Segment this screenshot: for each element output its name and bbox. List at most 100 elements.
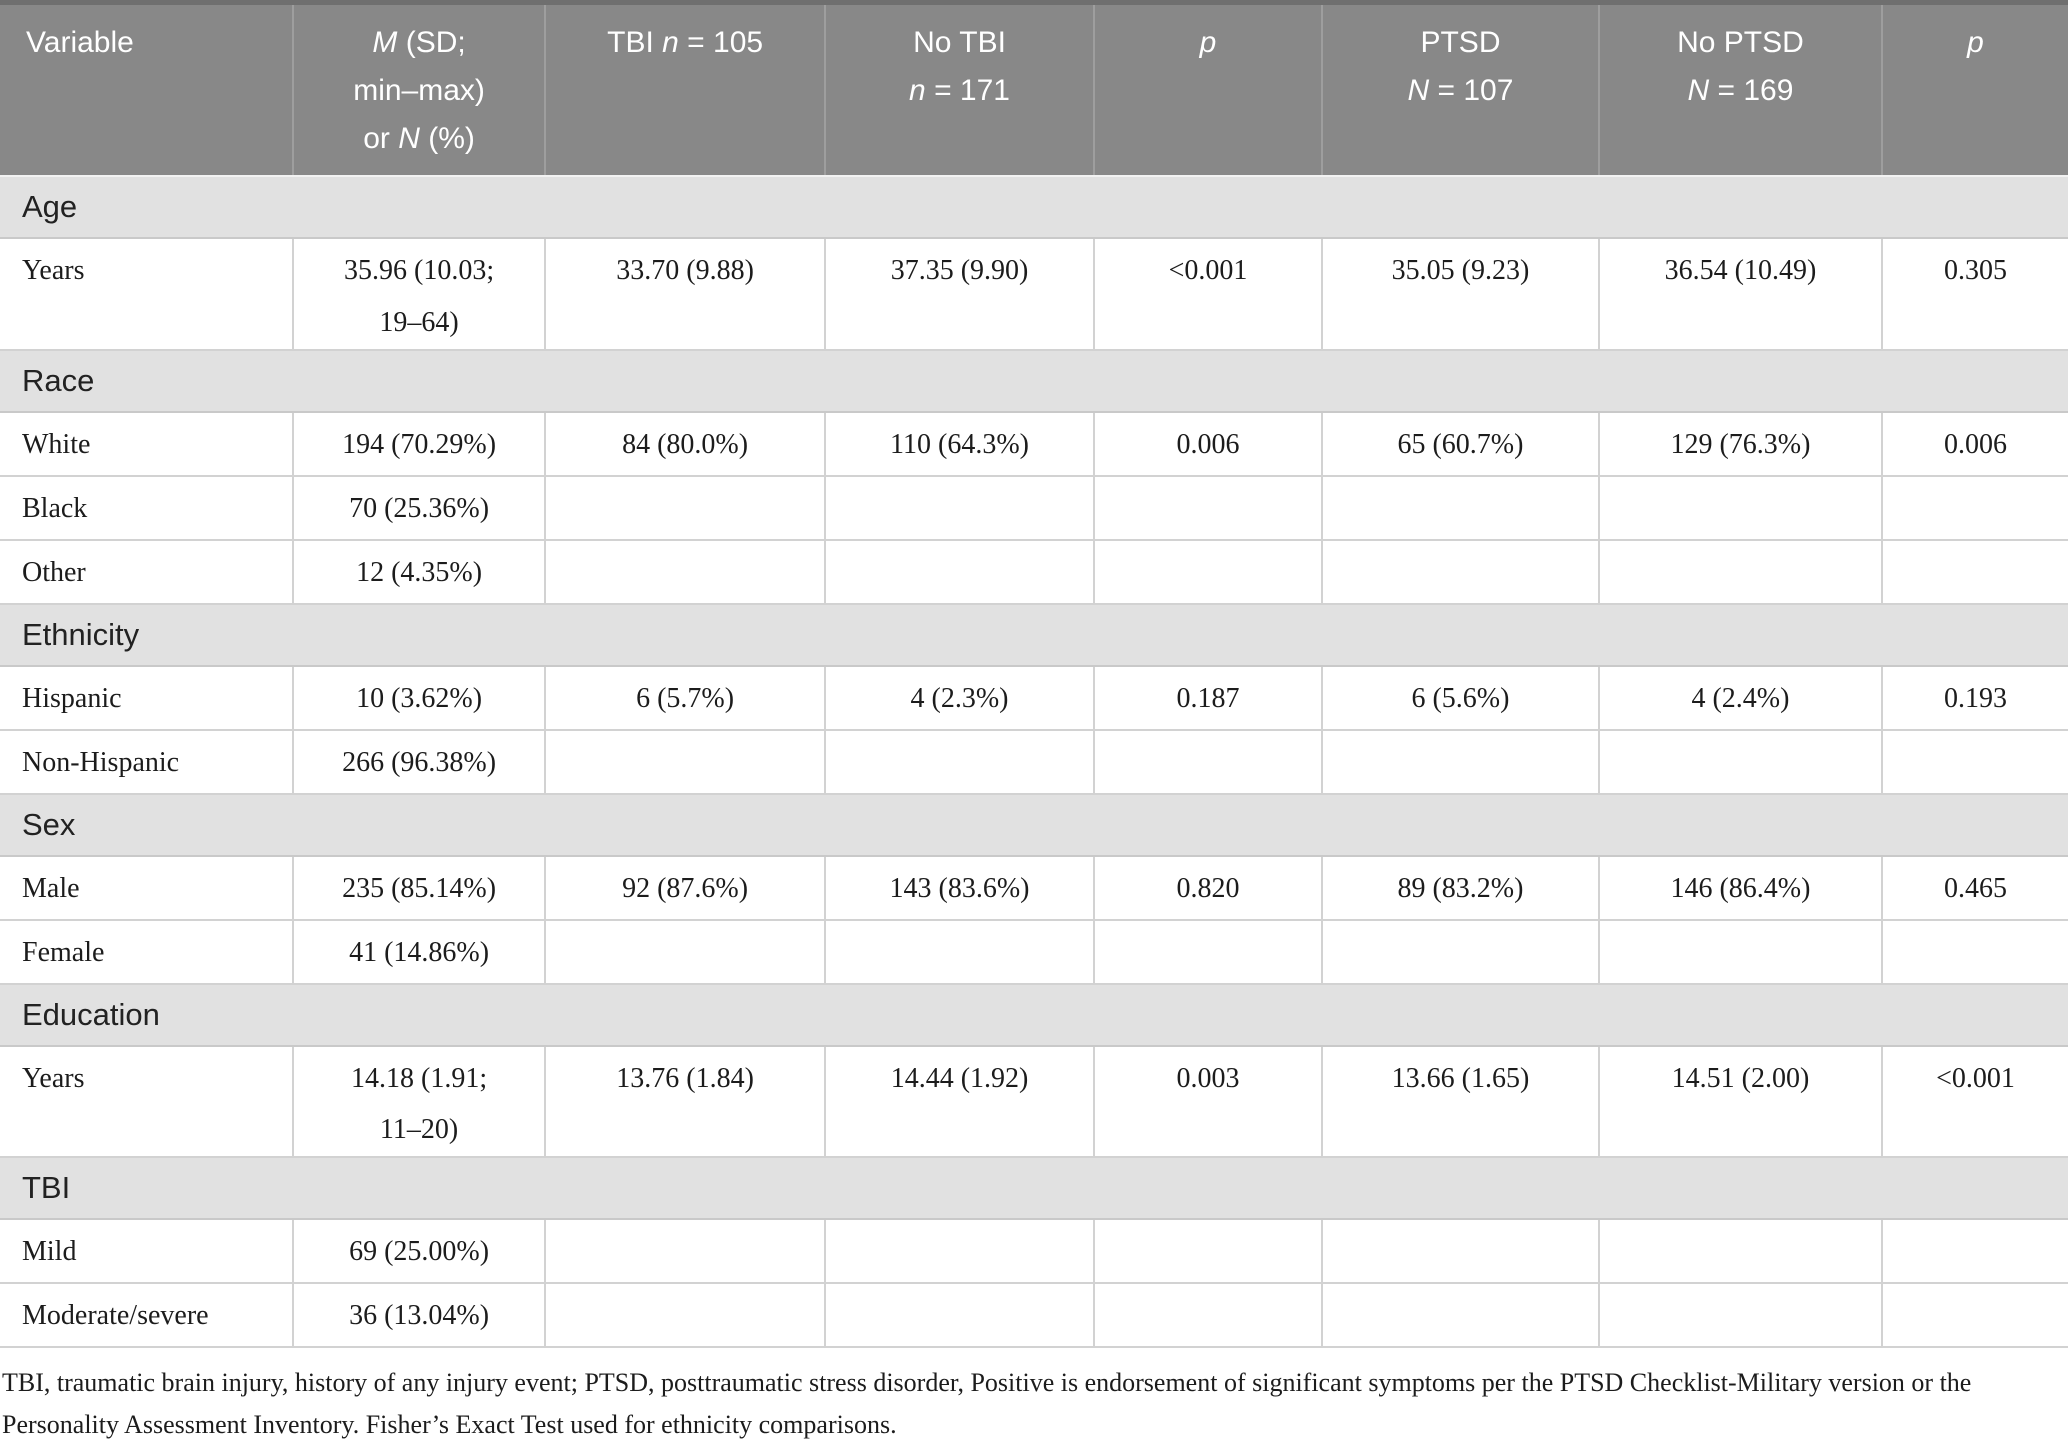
- table-body: Age Years 35.96 (10.03; 19–64) 33.70 (9.88)…: [0, 175, 2068, 1349]
- header-text-segment: PTSD: [1420, 26, 1501, 59]
- header-text-segment: p: [1967, 26, 1984, 59]
- col-header-tbi-group: TBI n = 105: [544, 0, 826, 177]
- cell-value: <0.001: [1881, 1044, 2068, 1159]
- cell-value: 4 (2.3%): [824, 664, 1095, 731]
- cell-value: [1597, 1218, 1884, 1285]
- cell-value: 6 (5.6%): [1321, 664, 1600, 731]
- cell-value: 70 (25.36%): [292, 474, 547, 541]
- header-text-segment: p: [1199, 26, 1217, 59]
- row-label: Other: [0, 538, 295, 605]
- header-text-segment: (SD; min–max) or: [353, 26, 485, 155]
- cell-value: 146 (86.4%): [1597, 854, 1884, 921]
- cell-value: <0.001: [1092, 237, 1324, 351]
- cell-value: [824, 538, 1095, 605]
- cell-value: 4 (2.4%): [1597, 664, 1884, 731]
- cell-value: 14.18 (1.91; 11–20): [292, 1044, 547, 1159]
- section-title: Education: [0, 982, 2068, 1047]
- cell-value: 0.006: [1881, 410, 2068, 477]
- cell-value: 36 (13.04%): [292, 1282, 547, 1349]
- section-title: Ethnicity: [0, 602, 2068, 667]
- col-header-no-tbi-group: No TBI n = 171: [824, 0, 1094, 177]
- header-row: Variable M (SD; min–max) or N (%) TBI n …: [0, 0, 2068, 177]
- cell-value: [1881, 1218, 2068, 1285]
- table-row-sex-male: Male 235 (85.14%) 92 (87.6%) 143 (83.6%) 0.8…: [0, 854, 2068, 921]
- section-row-education: Education: [0, 982, 2068, 1047]
- cell-value: [1597, 538, 1884, 605]
- cell-value: 37.35 (9.90): [824, 237, 1095, 351]
- cell-value: [1881, 918, 2068, 985]
- cell-value: 14.44 (1.92): [824, 1044, 1095, 1159]
- cell-value: [1092, 1282, 1324, 1349]
- cell-value: 0.193: [1881, 664, 2068, 731]
- cell-value: [544, 538, 827, 605]
- cell-value: 6 (5.7%): [544, 664, 827, 731]
- header-text-segment: = 169: [1709, 74, 1794, 107]
- cell-value: 0.003: [1092, 1044, 1324, 1159]
- row-label: Years: [0, 237, 295, 351]
- cell-value: 92 (87.6%): [544, 854, 827, 921]
- cell-value: [824, 1282, 1095, 1349]
- table-footnote: TBI, traumatic brain injury, history of …: [2, 1368, 1972, 1439]
- header-text-segment: n: [909, 74, 926, 107]
- cell-value: [1321, 728, 1600, 795]
- cell-value: 0.820: [1092, 854, 1324, 921]
- cell-value: 0.465: [1881, 854, 2068, 921]
- row-label: Hispanic: [0, 664, 295, 731]
- row-label: Non-Hispanic: [0, 728, 295, 795]
- header-text-segment: N: [1407, 74, 1430, 107]
- cell-value: 0.006: [1092, 410, 1324, 477]
- header-text-segment: = 105: [678, 26, 764, 59]
- cell-value: [1092, 728, 1324, 795]
- table-row-education-years: Years 14.18 (1.91; 11–20) 13.76 (1.84) 14.4…: [0, 1044, 2068, 1159]
- col-header-m-sd-or-n: M (SD; min–max) or N (%): [292, 0, 546, 177]
- section-title: Sex: [0, 792, 2068, 857]
- cell-value: [544, 918, 827, 985]
- col-header-p-tbi: p: [1092, 0, 1323, 177]
- section-row-tbi: TBI: [0, 1156, 2068, 1221]
- cell-value: 143 (83.6%): [824, 854, 1095, 921]
- header-text-segment: No TBI: [913, 26, 1006, 59]
- section-row-sex: Sex: [0, 792, 2068, 857]
- cell-value: [1092, 538, 1324, 605]
- row-label: Years: [0, 1044, 295, 1159]
- header-text-segment: = 171: [925, 74, 1010, 107]
- section-title: TBI: [0, 1156, 2068, 1221]
- cell-value: 110 (64.3%): [824, 410, 1095, 477]
- table-row-tbi-moderate-severe: Moderate/severe 36 (13.04%): [0, 1282, 2068, 1349]
- row-label: Female: [0, 918, 295, 985]
- cell-value: 41 (14.86%): [292, 918, 547, 985]
- cell-value: [1881, 1282, 2068, 1349]
- cell-value: 33.70 (9.88): [544, 237, 827, 351]
- header-text-segment: Variable: [26, 26, 134, 59]
- table-row-ethnicity-non-hispanic: Non-Hispanic 266 (96.38%): [0, 728, 2068, 795]
- cell-value: 13.76 (1.84): [544, 1044, 827, 1159]
- col-header-variable: Variable: [0, 0, 294, 177]
- cell-value: [1092, 474, 1324, 541]
- header-text-segment: No PTSD: [1677, 26, 1804, 59]
- cell-value: 14.51 (2.00): [1597, 1044, 1884, 1159]
- cell-value: [824, 474, 1095, 541]
- section-row-age: Age: [0, 175, 2068, 239]
- cell-value: 235 (85.14%): [292, 854, 547, 921]
- table-row-race-other: Other 12 (4.35%): [0, 538, 2068, 605]
- cell-value: [1597, 728, 1884, 795]
- demographics-table: Variable M (SD; min–max) or N (%) TBI n …: [0, 0, 2068, 1349]
- header-text-segment: = 107: [1429, 74, 1514, 107]
- row-label: Mild: [0, 1218, 295, 1285]
- row-label: Male: [0, 854, 295, 921]
- header-text-segment: M: [372, 26, 398, 59]
- table-row-sex-female: Female 41 (14.86%): [0, 918, 2068, 985]
- cell-value: [1321, 918, 1600, 985]
- cell-value: [544, 1218, 827, 1285]
- cell-value: 266 (96.38%): [292, 728, 547, 795]
- cell-value: [1597, 1282, 1884, 1349]
- cell-value: 35.05 (9.23): [1321, 237, 1600, 351]
- table-row-tbi-mild: Mild 69 (25.00%): [0, 1218, 2068, 1285]
- cell-value: 0.187: [1092, 664, 1324, 731]
- section-row-ethnicity: Ethnicity: [0, 602, 2068, 667]
- row-label: White: [0, 410, 295, 477]
- cell-value: 0.305: [1881, 237, 2068, 351]
- section-title: Race: [0, 348, 2068, 413]
- cell-value: 10 (3.62%): [292, 664, 547, 731]
